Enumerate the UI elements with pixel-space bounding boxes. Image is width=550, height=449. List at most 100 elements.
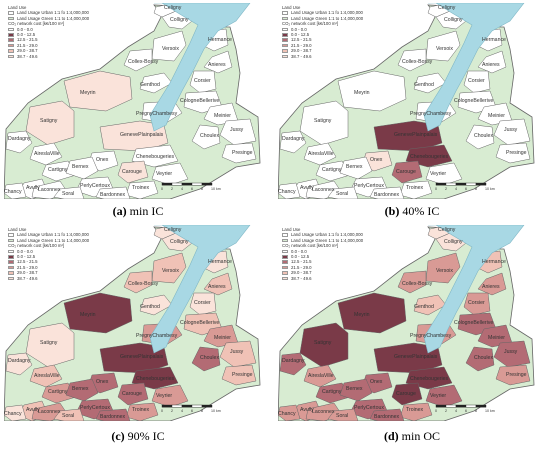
scale-tick-label: 2	[445, 409, 447, 413]
place-label-troinex: Troinex	[132, 185, 150, 191]
scale-tick-label: 4	[181, 409, 183, 413]
scale-bar-segment	[455, 182, 467, 186]
place-label-celigny: Celigny	[438, 5, 456, 11]
legend-class: 0.0 - 12.5	[282, 32, 394, 37]
place-label-anieres: Anieres	[208, 62, 226, 68]
scale-bar-segment	[435, 182, 447, 186]
commune-meyrin	[337, 70, 407, 112]
place-label-avully: Avully	[300, 185, 314, 191]
scale-bar-segment	[181, 404, 193, 408]
lake-geneva	[149, 225, 251, 354]
place-label-dardagny: Dardagny	[282, 358, 305, 364]
place-label-celigny: Celigny	[164, 5, 182, 11]
map-panel-a: Colligny Celigny Versoix Hermance Collex-Bos…	[4, 3, 272, 199]
place-label-presinge: Presinge	[232, 150, 253, 156]
place-label-satigny: Satigny	[40, 118, 58, 124]
caption-tag-a: (a)	[112, 204, 127, 218]
place-label-choulex: Choulex	[200, 355, 219, 361]
place-label-carouge: Carouge	[396, 391, 416, 397]
place-label-versoix: Versoix	[436, 268, 453, 274]
place-label-onex: Onex	[370, 379, 383, 385]
legend-class: 0.0 - 12.5	[8, 32, 120, 37]
place-label-genthod: Genthod	[140, 304, 160, 310]
legend-class: 12.5 - 21.5	[282, 37, 394, 42]
place-label-versoix: Versoix	[436, 46, 453, 52]
commune-chancy	[278, 182, 301, 199]
place-label-cartigny: Cartigny	[322, 167, 342, 173]
caption-tag-c: (c)	[111, 429, 125, 443]
legend-class: 0.0 - 12.5	[282, 254, 394, 259]
scale-tick-label: 4	[455, 187, 457, 191]
scale-bar-segment	[161, 182, 173, 186]
place-label-chenebougeriesgrounds: Chenebougeries	[136, 376, 174, 382]
legend-cost-title: CO₂ network cost [k€/100 m²]	[8, 21, 65, 27]
commune-collexbossy	[123, 270, 153, 294]
place-label-collexbossy: Collex-Bossy	[402, 59, 433, 65]
legend: Land Use Land Usage Urban 1:1 fo 1:4,000,…	[282, 5, 394, 59]
place-label-choulex: Choulex	[474, 355, 493, 361]
commune-presinge	[495, 364, 531, 386]
scale-bar-segment	[445, 182, 457, 186]
place-label-chenebougeriesgrounds: Chenebougeries	[410, 154, 448, 160]
place-label-pregnychambesy: PregnyChambesy	[136, 111, 178, 117]
commune-geneveplainpalais	[373, 342, 443, 374]
legend-class: 0.0 - 0.0	[282, 249, 394, 254]
place-label-laconnex: Laconnex	[312, 187, 335, 193]
commune-geneveplainpalais	[99, 342, 169, 374]
caption-title-b: 40% IC	[402, 204, 440, 218]
place-label-laconnex: Laconnex	[38, 187, 61, 193]
place-label-meyrin: Meyrin	[354, 312, 370, 318]
place-label-aireslaville: AireslaVille	[308, 151, 334, 157]
place-label-colligny: Colligny	[444, 17, 463, 23]
scale-tick-label: 6	[465, 187, 467, 191]
place-label-perlycertoux: PerlyCertoux	[80, 183, 110, 189]
caption-b: (b) 40% IC	[278, 204, 546, 219]
commune-choulex	[191, 346, 221, 372]
map-panel-c: Colligny Celigny Versoix Hermance Collex-Bos…	[4, 225, 272, 421]
place-label-presinge: Presinge	[506, 150, 527, 156]
scale-tick-label: 0	[161, 187, 163, 191]
place-label-jussy: Jussy	[504, 127, 518, 133]
commune-anieres	[203, 50, 233, 74]
legend-urban: Land Usage Urban 1:1 fo 1:4,000,000	[8, 232, 120, 237]
place-label-genthod: Genthod	[414, 304, 434, 310]
commune-jussy	[493, 118, 531, 146]
place-label-meinier: Meinier	[214, 113, 231, 119]
legend-urban: Land Usage Urban 1:1 fo 1:4,000,000	[282, 232, 394, 237]
place-label-satigny: Satigny	[314, 340, 332, 346]
place-label-bardonnex: Bardonnex	[100, 414, 125, 420]
legend-class: 0.0 - 0.0	[8, 27, 120, 32]
place-label-chancy: Chancy	[278, 189, 296, 195]
legend-class: 21.5 - 29.0	[282, 265, 394, 270]
commune-bernex	[65, 156, 99, 180]
place-label-soral: Soral	[62, 413, 74, 419]
place-label-meinier: Meinier	[488, 335, 505, 341]
commune-bernex	[339, 156, 373, 180]
commune-carouge	[117, 382, 149, 406]
commune-carouge	[391, 382, 423, 406]
place-label-troinex: Troinex	[406, 185, 424, 191]
place-label-bernex: Bernex	[72, 164, 89, 170]
scale-tick-label: 10 km	[211, 409, 221, 413]
lake-geneva	[423, 225, 525, 354]
place-label-laconnex: Laconnex	[312, 409, 335, 415]
place-label-veyrier: Veyrier	[156, 171, 172, 177]
place-label-perlycertoux: PerlyCertoux	[80, 405, 110, 411]
legend-green: Land Usage Green 1:1 to 1:4,000,000	[8, 16, 120, 21]
place-label-onex: Onex	[96, 157, 109, 163]
place-label-veyrier: Veyrier	[156, 393, 172, 399]
place-label-geneveplainpalais: GenevePlainpalais	[394, 132, 438, 138]
place-label-corsier: Corsier	[468, 300, 485, 306]
place-label-dardagny: Dardagny	[8, 358, 31, 364]
map-panel-b: Colligny Celigny Versoix Hermance Collex-Bos…	[278, 3, 546, 199]
commune-chancy	[4, 404, 27, 421]
commune-genthod	[139, 72, 173, 94]
commune-bernex	[65, 378, 99, 402]
place-label-corsier: Corsier	[468, 78, 485, 84]
scale-tick-label: 6	[191, 187, 193, 191]
place-label-perlycertoux: PerlyCertoux	[354, 405, 384, 411]
place-label-onex: Onex	[96, 379, 109, 385]
commune-chancy	[4, 182, 27, 199]
commune-presinge	[221, 142, 257, 164]
place-label-avully: Avully	[26, 185, 40, 191]
